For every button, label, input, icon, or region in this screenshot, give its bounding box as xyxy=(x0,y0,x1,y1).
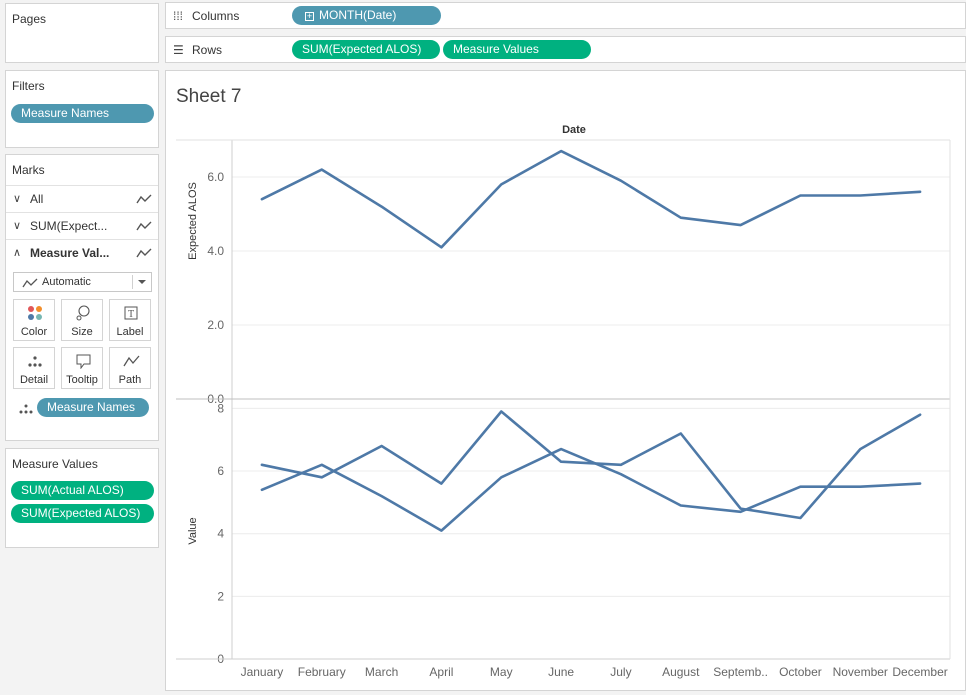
marks-row-label: All xyxy=(30,192,44,206)
y-tick-label: 6 xyxy=(217,464,224,478)
chevron-down-icon: ∨ xyxy=(13,193,22,205)
marks-title: Marks xyxy=(12,163,45,177)
filters-title: Filters xyxy=(12,79,45,93)
y-tick-label: 4.0 xyxy=(207,244,224,258)
marks-row-expected[interactable]: ∨ SUM(Expect... xyxy=(6,212,158,239)
marks-row-all[interactable]: ∨ All xyxy=(6,185,158,212)
measure-values-title: Measure Values xyxy=(12,457,98,471)
column-header-date: Date xyxy=(562,124,586,136)
y-tick-label: 8 xyxy=(217,401,224,415)
svg-text:T: T xyxy=(128,309,134,320)
label-button-label: Label xyxy=(116,326,144,338)
columns-shelf[interactable]: ⁞⁞⁞ Columns + MONTH(Date) xyxy=(165,2,966,29)
detail-pill-measure-names[interactable]: Measure Names xyxy=(37,398,149,417)
worksheet: Sheet 7 Date 0.0 2.0 4.0 6.0 Expected ALOS 0 2 4… xyxy=(165,70,966,691)
marks-row-label: SUM(Expect... xyxy=(30,219,108,233)
y-axis-title: Expected ALOS xyxy=(187,182,199,260)
series-line-expected-1 xyxy=(260,149,922,249)
sheet-title: Sheet 7 xyxy=(176,86,242,107)
marks-row-measure-values[interactable]: ∧ Measure Val... xyxy=(6,239,158,266)
rows-title: Rows xyxy=(192,43,223,57)
tooltip-button[interactable]: Tooltip xyxy=(61,347,103,389)
x-tick-label: August xyxy=(662,665,700,679)
columns-icon: ⁞⁞⁞ xyxy=(173,9,184,23)
color-button-label: Color xyxy=(20,326,48,338)
y-tick-label: 4 xyxy=(217,527,224,541)
chevron-down-icon xyxy=(138,280,146,284)
rows-pill-measure-values[interactable]: Measure Values xyxy=(443,40,591,59)
x-tick-label: June xyxy=(548,665,574,679)
path-icon xyxy=(123,355,140,367)
chevron-up-icon: ∧ xyxy=(13,247,22,259)
y-tick-label: 2.0 xyxy=(207,318,224,332)
dropdown-separator xyxy=(132,275,133,289)
detail-button-label: Detail xyxy=(19,374,49,386)
rows-icon: ☰ xyxy=(173,43,184,57)
x-tick-label: October xyxy=(779,665,822,679)
detail-icon xyxy=(19,404,33,414)
line-mark-icon xyxy=(136,194,152,204)
chevron-down-icon: ∨ xyxy=(13,220,22,232)
size-icon xyxy=(76,305,90,321)
x-tick-label: December xyxy=(892,665,947,679)
tooltip-icon xyxy=(76,354,91,369)
detail-button[interactable]: Detail xyxy=(13,347,55,389)
detail-icon xyxy=(28,356,42,367)
x-tick-label: November xyxy=(833,665,888,679)
x-tick-label: March xyxy=(365,665,398,679)
x-tick-label: Septemb.. xyxy=(713,665,768,679)
size-button[interactable]: Size xyxy=(61,299,103,341)
x-tick-label: July xyxy=(610,665,631,679)
series-line-value-1 xyxy=(260,410,922,520)
measure-values-card: Measure Values SUM(Actual ALOS) SUM(Expe… xyxy=(5,448,159,548)
mark-type-dropdown[interactable]: Automatic xyxy=(13,272,152,292)
y-tick-label: 6.0 xyxy=(207,170,224,184)
pages-title: Pages xyxy=(12,12,47,26)
columns-pill-label: MONTH(Date) xyxy=(319,8,397,22)
columns-title: Columns xyxy=(192,9,240,23)
x-tick-label: May xyxy=(490,665,513,679)
marks-row-label: Measure Val... xyxy=(30,246,110,260)
measure-pill-expected-alos[interactable]: SUM(Expected ALOS) xyxy=(11,504,154,523)
y-tick-label: 2 xyxy=(217,589,224,603)
text-label-icon: T xyxy=(124,306,138,320)
color-icon xyxy=(28,306,42,320)
x-tick-label: April xyxy=(429,665,453,679)
color-button[interactable]: Color xyxy=(13,299,55,341)
measure-pill-actual-alos[interactable]: SUM(Actual ALOS) xyxy=(11,481,154,500)
tooltip-button-label: Tooltip xyxy=(66,374,98,386)
rows-pill-expected-alos[interactable]: SUM(Expected ALOS) xyxy=(292,40,440,59)
filters-card[interactable]: Filters Measure Names xyxy=(5,70,159,148)
expand-icon: + xyxy=(305,11,314,21)
label-button[interactable]: T Label xyxy=(109,299,151,341)
columns-pill-month-date[interactable]: + MONTH(Date) xyxy=(292,6,441,25)
series-line-value-2 xyxy=(260,447,922,532)
line-mark-icon xyxy=(136,248,152,258)
x-tick-label: February xyxy=(298,665,346,679)
marks-card: Marks ∨ All ∨ SUM(Expect... ∧ Measure Va… xyxy=(5,154,159,441)
path-button-label: Path xyxy=(118,374,142,386)
line-mark-icon xyxy=(22,278,38,288)
line-mark-icon xyxy=(136,221,152,231)
mark-type-label: Automatic xyxy=(42,276,91,288)
filter-pill-measure-names[interactable]: Measure Names xyxy=(11,104,154,123)
y-axis-title: Value xyxy=(187,517,199,544)
size-button-label: Size xyxy=(71,326,93,338)
x-tick-label: January xyxy=(241,665,284,679)
path-button[interactable]: Path xyxy=(109,347,151,389)
pages-card[interactable]: Pages xyxy=(5,3,159,63)
rows-shelf[interactable]: ☰ Rows SUM(Expected ALOS) Measure Values xyxy=(165,36,966,63)
